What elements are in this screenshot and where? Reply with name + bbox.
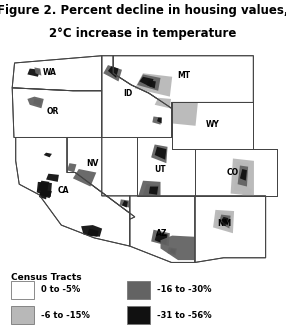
Polygon shape [238, 165, 248, 187]
Polygon shape [44, 153, 52, 157]
Polygon shape [155, 232, 168, 245]
Text: -31 to -56%: -31 to -56% [157, 311, 212, 320]
Polygon shape [170, 248, 176, 254]
Polygon shape [130, 196, 195, 263]
Text: 0 to -5%: 0 to -5% [41, 285, 80, 294]
Polygon shape [137, 138, 195, 196]
Text: WY: WY [206, 120, 220, 129]
Polygon shape [46, 174, 59, 182]
Polygon shape [120, 199, 129, 208]
Polygon shape [81, 225, 102, 237]
Polygon shape [195, 196, 266, 263]
Polygon shape [27, 97, 44, 108]
Text: WA: WA [43, 67, 57, 77]
Polygon shape [38, 183, 48, 192]
Polygon shape [152, 116, 162, 125]
Bar [128, 306, 150, 324]
Polygon shape [155, 98, 171, 108]
Polygon shape [39, 181, 49, 189]
Polygon shape [221, 217, 228, 225]
Polygon shape [149, 187, 158, 195]
Polygon shape [67, 163, 76, 172]
Polygon shape [27, 68, 40, 77]
Text: CO: CO [227, 168, 239, 177]
Polygon shape [143, 184, 159, 196]
Polygon shape [34, 67, 41, 76]
Polygon shape [16, 138, 135, 246]
Polygon shape [137, 74, 160, 91]
Polygon shape [172, 102, 253, 149]
Text: -6 to -15%: -6 to -15% [41, 311, 90, 320]
Polygon shape [231, 159, 254, 196]
Bar [11, 306, 34, 324]
Polygon shape [146, 80, 156, 89]
Polygon shape [135, 73, 172, 97]
Bar [128, 281, 150, 299]
Polygon shape [39, 192, 47, 199]
Polygon shape [160, 236, 194, 260]
Polygon shape [12, 56, 102, 91]
Polygon shape [195, 149, 277, 196]
Polygon shape [168, 247, 177, 255]
Polygon shape [12, 88, 102, 138]
Polygon shape [39, 190, 52, 198]
Text: AZ: AZ [156, 229, 167, 238]
Text: UT: UT [155, 164, 166, 173]
Bar [11, 281, 34, 299]
Polygon shape [213, 210, 234, 233]
Polygon shape [87, 229, 99, 237]
Text: ID: ID [123, 89, 132, 98]
Text: -16 to -30%: -16 to -30% [157, 285, 212, 294]
Polygon shape [108, 66, 118, 78]
Text: OR: OR [47, 107, 59, 116]
Polygon shape [37, 182, 52, 197]
Polygon shape [155, 147, 166, 160]
Text: MT: MT [177, 71, 190, 80]
Polygon shape [113, 56, 253, 108]
Text: NM: NM [218, 219, 232, 228]
Polygon shape [140, 77, 154, 87]
Polygon shape [172, 102, 198, 126]
Polygon shape [102, 56, 172, 138]
Polygon shape [33, 99, 41, 106]
Polygon shape [242, 188, 252, 196]
Polygon shape [122, 201, 128, 208]
Polygon shape [219, 215, 231, 229]
Polygon shape [103, 65, 122, 81]
Polygon shape [240, 169, 247, 181]
Polygon shape [215, 212, 232, 231]
Text: Census Tracts: Census Tracts [11, 273, 82, 282]
Text: CA: CA [58, 186, 69, 194]
Polygon shape [157, 118, 162, 123]
Text: 2°C increase in temperature: 2°C increase in temperature [49, 27, 237, 40]
Text: Figure 2. Percent decline in housing values,: Figure 2. Percent decline in housing val… [0, 4, 286, 17]
Polygon shape [67, 138, 135, 219]
Text: NV: NV [87, 159, 99, 168]
Polygon shape [151, 230, 170, 246]
Polygon shape [73, 169, 96, 187]
Polygon shape [138, 181, 160, 196]
Polygon shape [151, 144, 168, 163]
Polygon shape [234, 162, 249, 192]
